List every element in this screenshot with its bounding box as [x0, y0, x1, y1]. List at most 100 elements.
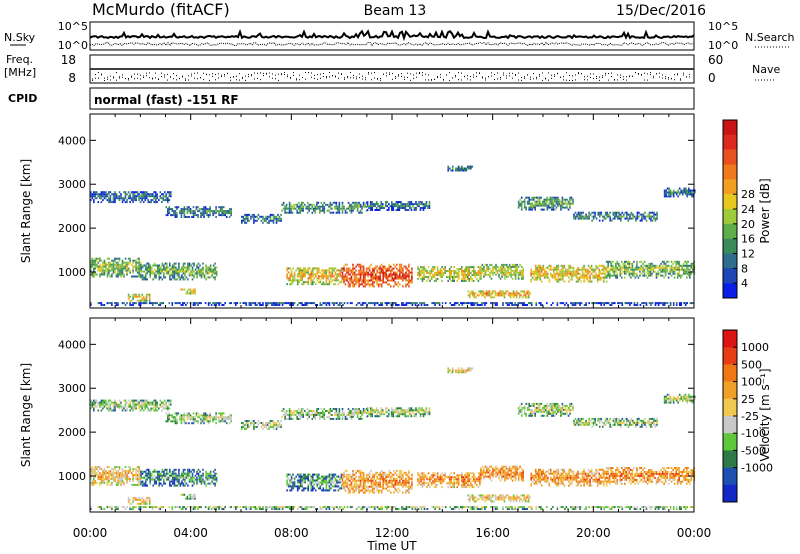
power-cell — [280, 213, 282, 216]
power-cell — [480, 265, 482, 268]
power-cell — [685, 264, 688, 267]
power-cell — [496, 269, 499, 272]
power-cell — [207, 302, 210, 305]
power-cell — [326, 209, 329, 212]
power-cell — [516, 263, 518, 266]
power-cell — [432, 274, 434, 276]
power-cell — [286, 269, 288, 272]
nave-dot — [104, 77, 105, 79]
velocity-cell — [100, 401, 103, 404]
power-cell — [338, 205, 341, 208]
velocity-cell — [164, 407, 166, 410]
power-cell — [519, 263, 521, 266]
power-cell — [411, 279, 413, 282]
power-cell — [204, 212, 207, 215]
power-cell — [355, 275, 357, 278]
power-cell — [547, 272, 549, 275]
power-cell — [654, 302, 657, 305]
power-cell — [607, 274, 609, 277]
power-cell — [605, 274, 608, 277]
power-cell — [111, 267, 113, 270]
power-cell — [634, 268, 637, 271]
velocity-cell — [186, 506, 189, 509]
nave-dot — [659, 72, 660, 74]
velocity-cell — [453, 506, 456, 509]
power-cell — [313, 281, 316, 284]
power-cell — [586, 270, 588, 273]
power-cell — [353, 279, 356, 282]
power-cell — [296, 273, 299, 276]
power-cell — [225, 216, 228, 218]
power-cell — [557, 274, 560, 277]
power-cell — [168, 191, 171, 194]
power-cell — [112, 197, 115, 200]
power-cell — [390, 265, 392, 268]
power-cell — [692, 262, 694, 265]
power-cell — [583, 272, 585, 275]
power-cell — [178, 268, 180, 271]
power-cell — [147, 195, 149, 198]
power-cell — [552, 302, 554, 305]
power-cell — [163, 274, 165, 277]
power-cell — [151, 302, 154, 305]
nave-dot — [365, 79, 366, 81]
power-cell — [144, 264, 147, 267]
velocity-cell — [540, 506, 542, 509]
power-cell — [109, 302, 112, 305]
power-cell — [692, 189, 695, 192]
power-cell — [189, 288, 192, 291]
velocity-cell — [90, 401, 92, 404]
nave-dot — [620, 74, 621, 76]
power-cell — [436, 277, 439, 280]
power-cell — [299, 273, 302, 276]
power-cell — [392, 207, 395, 209]
power-cell — [629, 304, 631, 306]
nave-dot — [269, 76, 270, 78]
velocity-cell — [401, 506, 403, 509]
power-cell — [386, 209, 389, 211]
power-cell — [171, 304, 174, 306]
power-cell — [402, 273, 404, 276]
power-cell — [368, 265, 371, 268]
power-cell — [296, 275, 299, 278]
nave-dot — [578, 73, 579, 75]
power-cell — [548, 206, 550, 209]
power-cell — [550, 268, 552, 271]
power-cell — [94, 197, 97, 200]
power-cell — [347, 283, 350, 286]
power-cell — [325, 283, 328, 286]
power-cell — [434, 304, 436, 306]
power-cell — [302, 205, 304, 208]
power-cell — [512, 304, 515, 306]
velocity-cell — [508, 506, 510, 509]
power-cell — [341, 267, 344, 270]
velocity-cell — [580, 506, 583, 509]
power-cell — [653, 217, 655, 220]
power-cell — [205, 264, 207, 267]
power-cell — [140, 264, 142, 267]
power-cell — [616, 274, 619, 277]
power-cell — [402, 267, 404, 270]
power-cell — [314, 207, 317, 210]
power-cell — [209, 276, 212, 279]
velocity-cell — [136, 401, 139, 404]
power-cell — [457, 169, 460, 172]
power-cell — [105, 193, 107, 196]
velocity-cell — [636, 506, 639, 509]
power-cell — [398, 207, 401, 209]
power-cell — [141, 274, 144, 277]
power-cell — [461, 165, 463, 168]
power-cell — [178, 272, 180, 275]
velocity-cell — [168, 506, 171, 509]
power-cell — [682, 272, 685, 275]
velocity-cell — [144, 405, 146, 408]
power-cell — [493, 302, 495, 305]
nave-dot — [161, 72, 162, 74]
power-cell — [305, 302, 308, 305]
nave-dot — [515, 74, 516, 75]
power-cell — [187, 262, 189, 265]
nave-dot — [149, 72, 150, 74]
power-cell — [675, 191, 678, 194]
power-cell — [487, 294, 489, 297]
power-cell — [377, 203, 379, 206]
